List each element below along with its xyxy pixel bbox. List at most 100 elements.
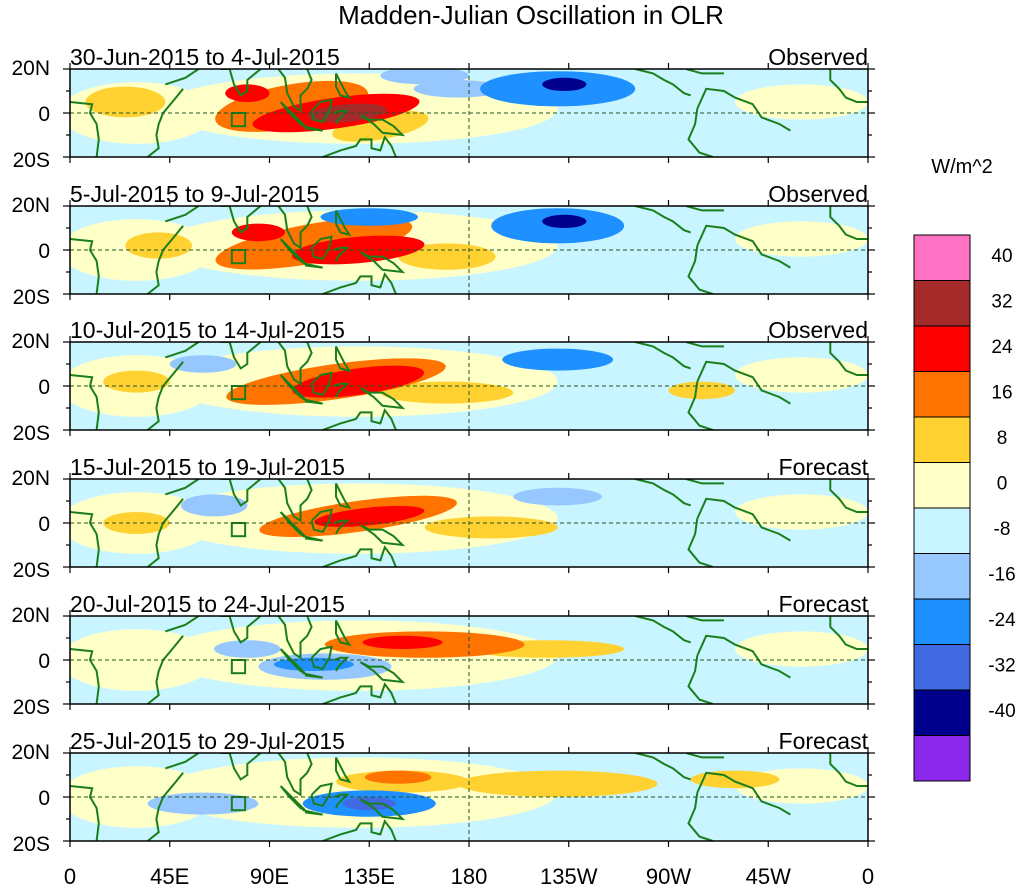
colorbar-label: -40 <box>988 701 1015 722</box>
contour-patch <box>735 221 868 257</box>
coastline <box>279 511 306 538</box>
panel-status: Observed <box>768 44 868 70</box>
coastlines <box>70 342 868 430</box>
colorbar-swatch <box>913 598 971 645</box>
coastline <box>70 648 100 704</box>
y-tick-label: 20N <box>11 330 50 353</box>
coastline <box>220 616 262 644</box>
coastline <box>322 408 397 430</box>
contour-blob <box>690 770 780 789</box>
coastline <box>310 235 333 260</box>
coastline <box>635 206 692 234</box>
panel-date-range: 25-Jul-2015 to 29-Jul-2015 <box>70 728 345 754</box>
coastline <box>333 793 350 809</box>
panel-date-range: 5-Jul-2015 to 9-Jul-2015 <box>70 181 319 207</box>
coastline <box>220 69 262 97</box>
x-tick-label: 135W <box>540 864 598 887</box>
y-tick-label: 0 <box>38 103 50 126</box>
coastline <box>333 519 350 535</box>
coastline <box>335 345 352 373</box>
coastline <box>359 798 406 821</box>
coastline <box>829 69 868 103</box>
coastline <box>635 342 692 370</box>
y-tick-label: 20S <box>13 559 50 582</box>
panels: 20N 0 20S 30-Jun-2015 to 4-Jul-2015 Observed… <box>11 44 875 856</box>
panel-4: 20N 0 20S 15-Jul-2015 to 19-Jul-2015 Forecas… <box>11 454 875 582</box>
contour-blob <box>362 635 443 650</box>
y-tick-label: 0 <box>38 240 50 263</box>
contour-blob <box>542 77 587 91</box>
coastline <box>220 753 262 781</box>
coastline <box>829 479 868 513</box>
coastline <box>333 109 350 125</box>
y-tick-label: 20S <box>13 696 50 719</box>
coastline <box>146 772 184 841</box>
colorbar-swatch <box>913 644 971 691</box>
colorbar-swatch <box>913 462 971 509</box>
colorbar-swatch <box>913 735 971 782</box>
coastline <box>146 361 184 430</box>
y-tick-label: 20S <box>13 286 50 309</box>
coastlines <box>70 479 868 567</box>
contour-patch <box>735 357 868 393</box>
colorbar-label: 16 <box>991 382 1012 403</box>
colorbar-swatch <box>913 371 971 418</box>
panel-date-range: 10-Jul-2015 to 14-Jul-2015 <box>70 317 345 343</box>
contour-blob <box>180 494 248 517</box>
x-tick-label: 45W <box>746 864 791 887</box>
coastline <box>310 782 333 807</box>
x-tick-label: 180 <box>451 864 488 887</box>
y-tick-label: 20S <box>13 833 50 856</box>
contour-blob <box>413 80 503 98</box>
contour-blob <box>147 792 259 815</box>
coastline <box>687 381 714 430</box>
coastline <box>277 479 313 523</box>
contour-blob <box>513 487 603 506</box>
colorbar-label: 40 <box>991 246 1012 267</box>
contour-patch <box>735 494 868 530</box>
coastline <box>359 251 406 274</box>
coastline <box>220 342 262 370</box>
coastline <box>70 511 100 567</box>
coastline <box>335 756 352 784</box>
x-tick-label: 90W <box>646 864 691 887</box>
panel-5: 20N 0 20S 20-Jul-2015 to 24-Jul-2015 Forecas… <box>11 591 875 719</box>
coastline <box>359 114 406 137</box>
y-tick-label: 20N <box>11 604 50 627</box>
chart-title: Madden-Julian Oscillation in OLR <box>338 0 724 30</box>
coastline <box>220 206 262 234</box>
contour-blob <box>457 770 658 797</box>
coastline <box>333 382 350 398</box>
coastline <box>164 479 200 496</box>
units-label: W/m^2 <box>931 156 993 178</box>
coastline <box>333 246 350 262</box>
colorbar-swatch <box>913 553 971 600</box>
coastline <box>146 635 184 704</box>
coastline <box>359 661 406 684</box>
colorbar-swatch <box>913 689 971 736</box>
colorbar-swatch <box>913 234 971 281</box>
colorbar-label: 32 <box>991 291 1012 312</box>
coastline <box>322 272 397 294</box>
coastline <box>302 672 323 679</box>
contour-blob <box>85 86 166 118</box>
contour-blob <box>380 381 514 404</box>
panel-status: Forecast <box>779 728 869 754</box>
coastline <box>220 479 262 507</box>
coastline <box>685 479 724 485</box>
coastline <box>635 479 692 507</box>
coastlines <box>70 69 868 157</box>
coastline <box>696 224 791 269</box>
coastline <box>635 616 692 644</box>
coastline <box>302 125 323 132</box>
panel-status: Forecast <box>779 591 869 617</box>
coastline <box>829 616 868 650</box>
coastline <box>279 374 306 401</box>
coastline <box>335 482 352 510</box>
coastline <box>164 753 200 770</box>
coastline <box>322 819 397 841</box>
coastline <box>696 771 791 816</box>
contour-blob <box>214 640 281 658</box>
colorbar-label: -32 <box>988 655 1015 676</box>
